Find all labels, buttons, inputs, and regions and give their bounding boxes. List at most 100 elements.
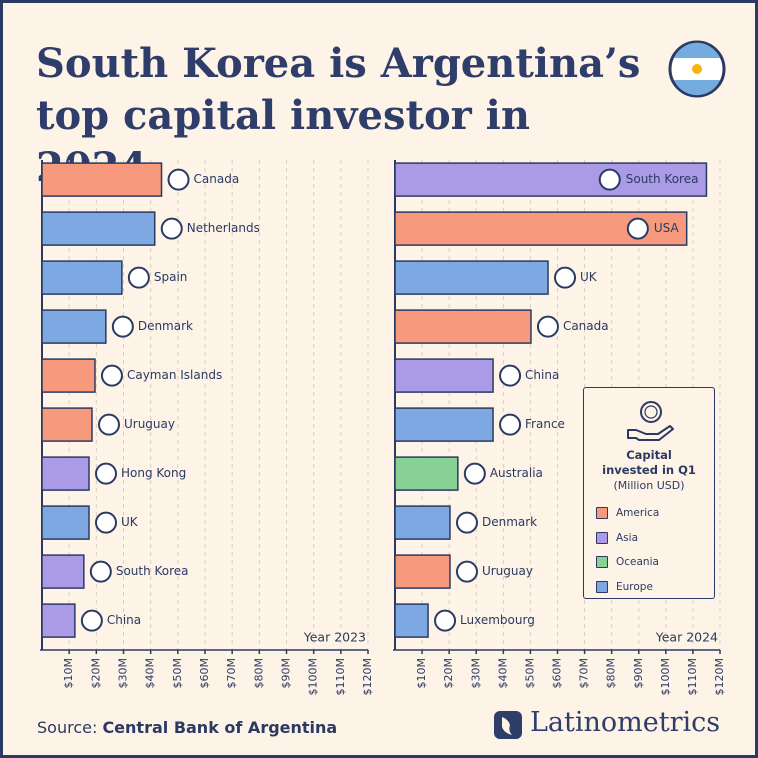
source: Source: Central Bank of Argentina xyxy=(37,718,337,737)
x-tick-label: $110M xyxy=(686,658,699,696)
bar xyxy=(41,505,90,540)
x-tick-label: $110M xyxy=(334,658,347,696)
bar xyxy=(41,211,156,246)
x-tick-label: $120M xyxy=(713,658,726,696)
category-label: South Korea xyxy=(626,172,699,186)
flag xyxy=(626,217,649,240)
flag xyxy=(455,511,478,534)
bar xyxy=(394,407,494,442)
x-tick-label: $60M xyxy=(551,658,564,689)
flag xyxy=(97,413,120,436)
x-tick-label: $20M xyxy=(442,658,455,689)
legend-item: Oceania xyxy=(596,550,714,575)
bar xyxy=(41,260,123,295)
bar xyxy=(394,603,429,638)
x-tick-label: $50M xyxy=(523,658,536,689)
bar xyxy=(41,162,163,197)
category-label: UK xyxy=(580,270,598,284)
flag xyxy=(111,315,134,338)
category-label: UK xyxy=(121,515,139,529)
brand-logo xyxy=(494,711,522,739)
legend-label: Oceania xyxy=(616,556,659,569)
legend-swatch xyxy=(596,507,608,520)
x-tick-label: $120M xyxy=(361,658,374,696)
x-tick-label: $90M xyxy=(632,658,645,689)
legend-item: Asia xyxy=(596,526,714,551)
argentina-flag xyxy=(668,40,726,98)
flag xyxy=(127,266,150,289)
x-tick-label: $60M xyxy=(198,658,211,689)
legend-item: America xyxy=(596,501,714,526)
x-tick-label: $70M xyxy=(225,658,238,689)
year-annotation: Year 2024 xyxy=(655,630,718,645)
legend-swatch xyxy=(596,580,608,593)
bar xyxy=(41,456,90,491)
category-label: Spain xyxy=(154,270,188,284)
bar xyxy=(41,554,85,589)
x-tick-label: $100M xyxy=(307,658,320,696)
bar xyxy=(41,407,93,442)
bar xyxy=(394,358,494,393)
flag xyxy=(94,511,117,534)
legend-swatch xyxy=(596,556,608,569)
x-tick-label: $80M xyxy=(605,658,618,689)
category-label: Canada xyxy=(194,172,240,186)
category-label: China xyxy=(525,368,559,382)
category-label: Hong Kong xyxy=(121,466,186,480)
x-tick-label: $80M xyxy=(252,658,265,689)
legend-item: Europe xyxy=(596,575,714,600)
source-label: Source: xyxy=(37,718,98,737)
category-label: Canada xyxy=(563,319,609,333)
bar xyxy=(41,603,76,638)
source-name: Central Bank of Argentina xyxy=(102,718,338,737)
bar xyxy=(394,260,549,295)
x-tick-label: $50M xyxy=(171,658,184,689)
bar xyxy=(394,162,708,197)
flag xyxy=(89,560,112,583)
x-tick-label: $40M xyxy=(496,658,509,689)
bar xyxy=(394,456,459,491)
legend-label: Asia xyxy=(616,531,639,544)
flag xyxy=(499,364,522,387)
bar xyxy=(394,309,532,344)
category-label: Cayman Islands xyxy=(127,368,222,382)
category-label: Uruguay xyxy=(124,417,175,431)
category-label: Australia xyxy=(490,466,543,480)
x-tick-label: $10M xyxy=(415,658,428,689)
x-tick-label: $10M xyxy=(62,658,75,689)
legend-label: America xyxy=(616,507,660,520)
flag xyxy=(160,217,183,240)
x-tick-label: $20M xyxy=(89,658,102,689)
x-tick-label: $90M xyxy=(280,658,293,689)
flag xyxy=(100,364,123,387)
legend-subtitle: (Million USD) xyxy=(613,479,685,492)
flag xyxy=(598,168,621,191)
bar xyxy=(394,505,451,540)
legend-title: Capital invested in Q1 xyxy=(602,448,696,477)
legend-swatch xyxy=(596,531,608,544)
category-label: Luxembourg xyxy=(460,613,535,627)
category-label: USA xyxy=(654,221,680,235)
category-label: Denmark xyxy=(482,515,537,529)
bar xyxy=(41,309,107,344)
x-tick-label: $30M xyxy=(469,658,482,689)
category-label: South Korea xyxy=(116,564,189,578)
flag xyxy=(536,315,559,338)
legend: Capital invested in Q1 (Million USD) Ame… xyxy=(583,387,715,599)
x-tick-label: $30M xyxy=(117,658,130,689)
year-annotation: Year 2023 xyxy=(303,630,366,645)
legend-icon xyxy=(627,401,674,441)
flag xyxy=(554,266,577,289)
flag xyxy=(455,560,478,583)
category-label: France xyxy=(525,417,565,431)
flag xyxy=(94,462,117,485)
bar xyxy=(394,554,451,589)
flag xyxy=(434,609,457,632)
brand: Latinometrics xyxy=(494,707,720,744)
category-label: Netherlands xyxy=(187,221,260,235)
x-tick-label: $40M xyxy=(144,658,157,689)
legend-items: America Asia Oceania Europe xyxy=(596,501,714,599)
